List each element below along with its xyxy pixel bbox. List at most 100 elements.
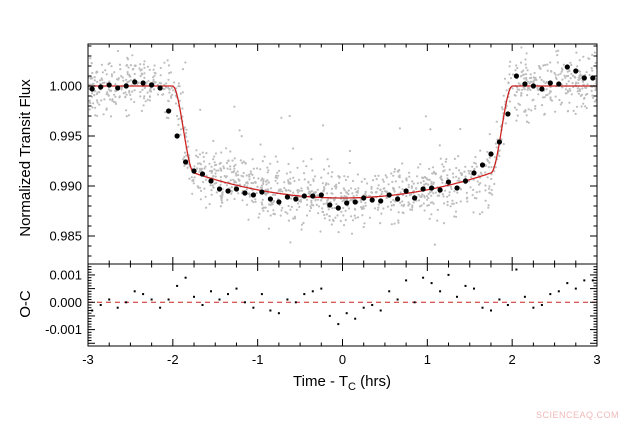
raw-point xyxy=(530,109,533,112)
raw-point xyxy=(446,195,449,198)
raw-point xyxy=(221,193,224,196)
raw-point xyxy=(495,146,498,149)
raw-point xyxy=(218,162,221,165)
raw-point xyxy=(255,192,258,195)
raw-point xyxy=(152,68,155,71)
raw-point xyxy=(300,189,304,192)
raw-point xyxy=(494,142,497,145)
raw-point xyxy=(266,171,269,174)
binned-point xyxy=(157,85,163,91)
raw-point xyxy=(133,72,136,76)
raw-point xyxy=(289,241,292,244)
raw-point xyxy=(449,205,452,208)
raw-point xyxy=(408,203,411,206)
binned-point xyxy=(191,168,197,174)
raw-point xyxy=(311,169,314,172)
raw-point xyxy=(204,165,207,168)
binned-point xyxy=(386,192,392,198)
raw-point xyxy=(405,195,408,198)
raw-point xyxy=(108,98,112,101)
raw-point xyxy=(535,78,538,81)
raw-point xyxy=(175,114,179,118)
raw-point xyxy=(326,199,329,202)
raw-point xyxy=(213,182,216,185)
residual-point xyxy=(362,306,365,309)
raw-point xyxy=(202,155,205,158)
raw-point xyxy=(208,162,211,165)
raw-point xyxy=(503,77,507,80)
raw-point xyxy=(484,164,487,168)
raw-point xyxy=(469,169,472,173)
raw-point xyxy=(520,46,523,49)
raw-point xyxy=(306,203,309,206)
raw-point xyxy=(440,175,443,178)
raw-point xyxy=(502,143,505,146)
raw-point xyxy=(532,80,535,83)
binned-point xyxy=(513,73,520,79)
raw-point xyxy=(127,80,130,83)
raw-point xyxy=(478,212,481,216)
binned-point xyxy=(420,186,426,192)
raw-point xyxy=(373,207,377,210)
raw-point xyxy=(556,61,559,64)
raw-point xyxy=(322,210,325,214)
raw-point xyxy=(458,169,461,172)
residual-point xyxy=(413,301,416,304)
raw-point xyxy=(186,140,189,143)
x-axis-label-main: Time - T xyxy=(293,373,348,390)
watermark: SCIENCEAQ.COM xyxy=(535,410,619,420)
raw-point xyxy=(327,165,331,168)
raw-point xyxy=(557,49,560,52)
binned-point xyxy=(437,187,443,193)
raw-point xyxy=(333,206,336,210)
raw-point xyxy=(444,189,447,192)
raw-point xyxy=(203,187,206,190)
raw-point xyxy=(575,105,579,108)
raw-point xyxy=(579,94,582,97)
x-tick-label: -3 xyxy=(82,352,94,367)
raw-point xyxy=(125,78,128,81)
binned-point xyxy=(216,186,223,192)
raw-point xyxy=(412,201,415,204)
raw-point xyxy=(204,195,207,198)
raw-point xyxy=(401,162,404,165)
raw-point xyxy=(289,189,292,193)
raw-point xyxy=(566,70,569,73)
raw-point xyxy=(514,69,517,72)
binned-point xyxy=(429,185,435,191)
raw-point xyxy=(205,206,208,209)
raw-point xyxy=(317,205,320,208)
residual-point xyxy=(252,306,255,309)
raw-point xyxy=(536,88,539,91)
raw-point xyxy=(508,73,511,76)
raw-point xyxy=(190,176,193,179)
raw-point xyxy=(342,224,346,227)
raw-point xyxy=(526,86,530,89)
raw-point xyxy=(155,34,157,36)
raw-point xyxy=(555,50,558,53)
raw-point xyxy=(525,73,528,76)
raw-point xyxy=(434,191,437,194)
residual-point xyxy=(142,293,145,296)
raw-point xyxy=(565,75,568,78)
raw-point xyxy=(177,117,180,121)
raw-point xyxy=(98,103,101,106)
raw-point xyxy=(441,193,444,196)
raw-point xyxy=(237,178,240,181)
binned-point xyxy=(395,196,401,202)
raw-point xyxy=(356,216,360,219)
raw-point xyxy=(289,208,292,211)
raw-point xyxy=(520,92,523,95)
raw-point xyxy=(393,190,396,193)
raw-point xyxy=(375,191,378,194)
raw-point xyxy=(569,89,572,92)
raw-point xyxy=(199,198,202,201)
raw-point xyxy=(248,175,251,178)
binned-point xyxy=(361,195,367,201)
raw-point xyxy=(96,101,99,104)
raw-point xyxy=(263,155,266,158)
raw-point xyxy=(221,191,224,194)
raw-point xyxy=(159,74,162,77)
raw-point xyxy=(93,76,96,79)
raw-point xyxy=(94,114,97,117)
